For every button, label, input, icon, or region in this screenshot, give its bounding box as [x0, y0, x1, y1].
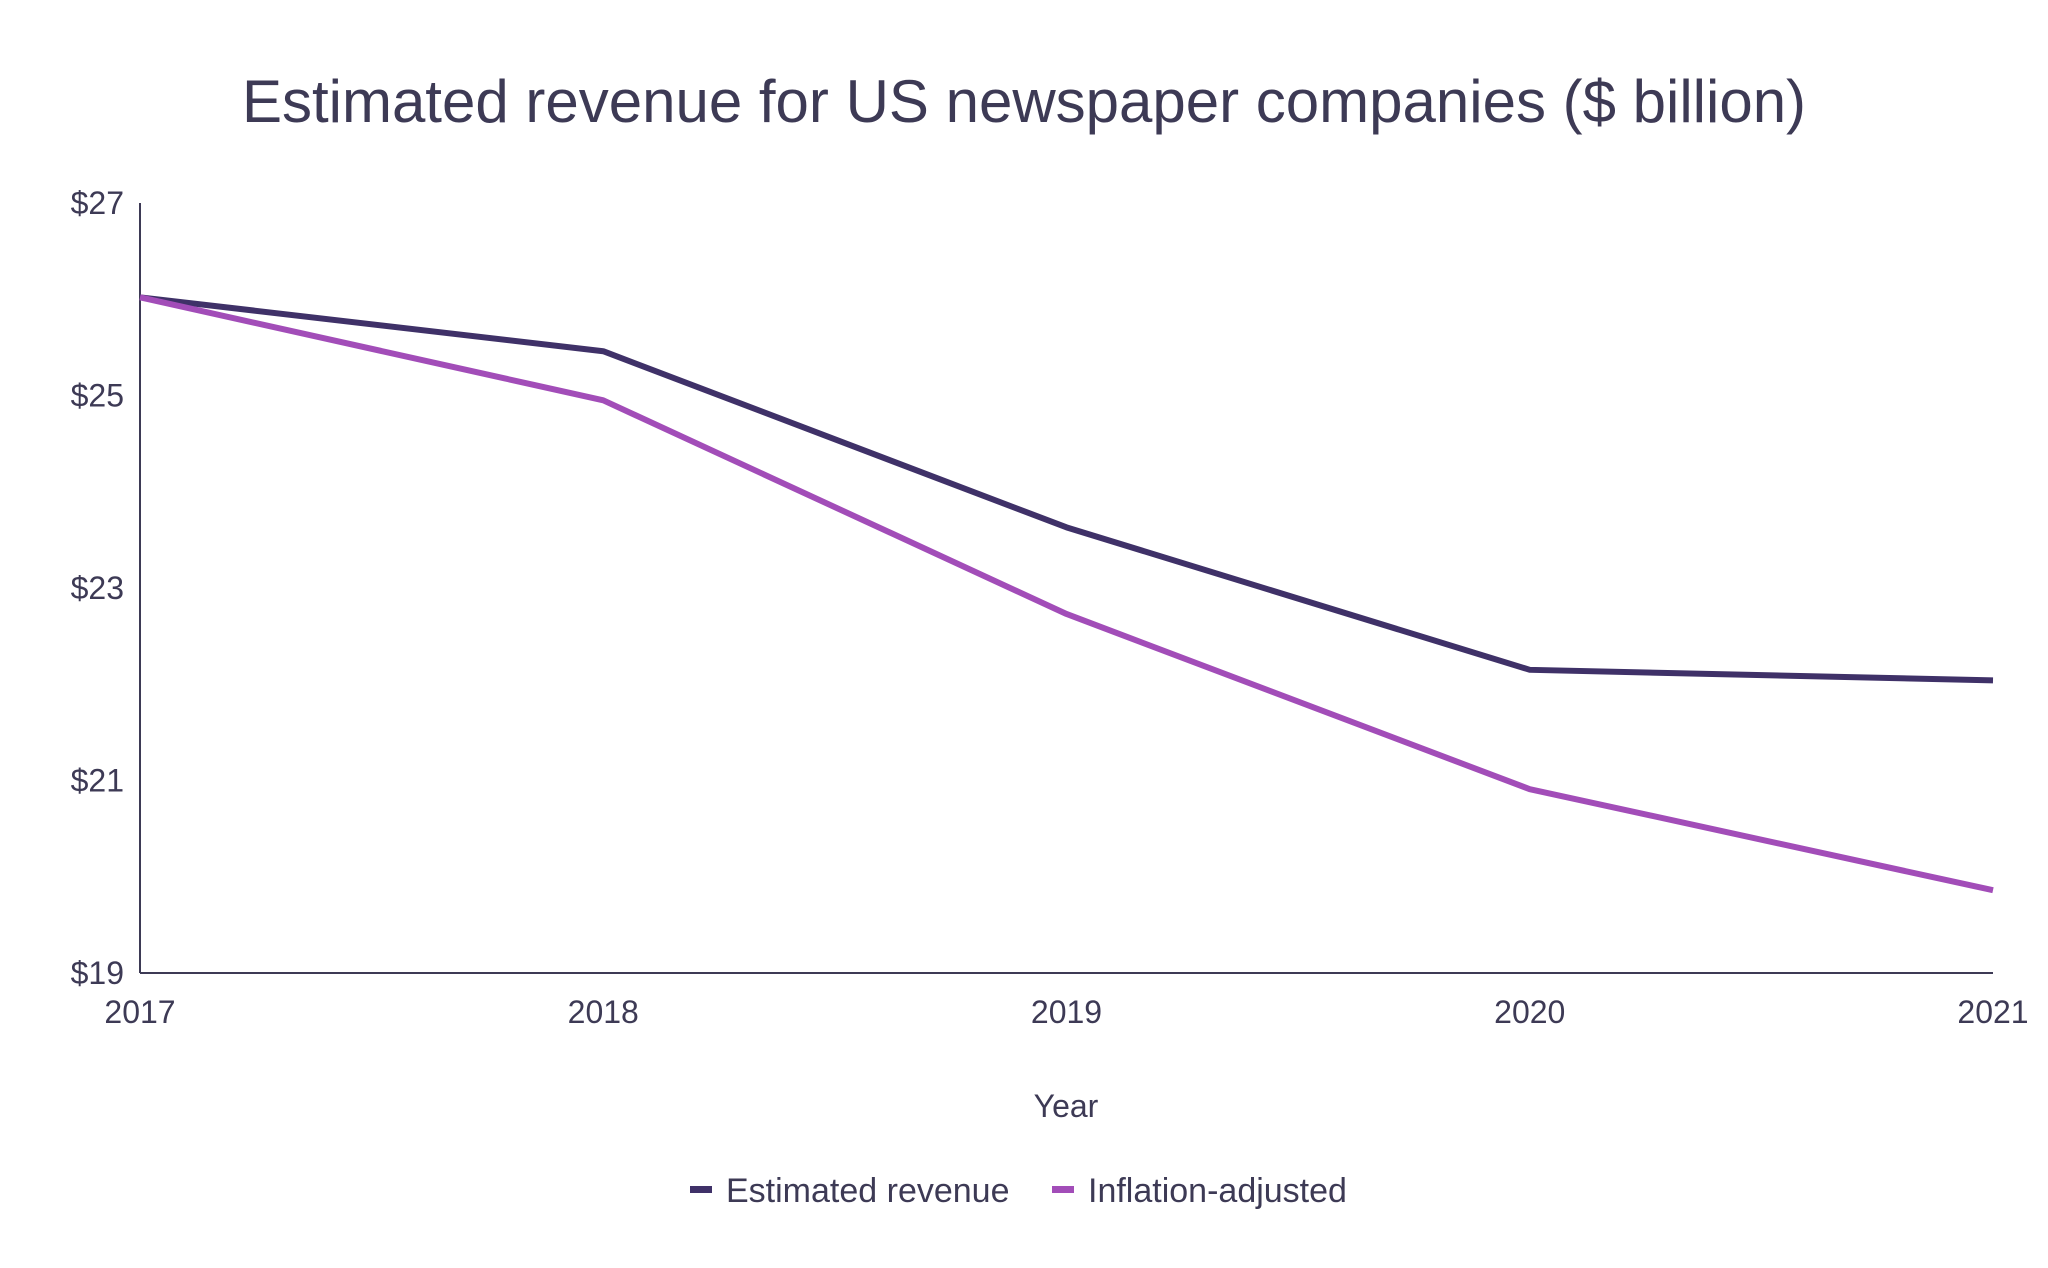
y-tick-label: $23: [71, 570, 124, 606]
x-axis-label: Year: [1034, 1088, 1099, 1124]
legend-swatch: [1052, 1186, 1074, 1193]
chart-title: Estimated revenue for US newspaper compa…: [242, 68, 1806, 135]
legend-label: Inflation-adjusted: [1088, 1172, 1347, 1210]
x-tick-label: 2018: [568, 994, 639, 1030]
x-tick-label: 2019: [1031, 994, 1102, 1030]
legend: Estimated revenue Inflation-adjusted: [690, 1172, 1347, 1210]
y-tick-label: $21: [71, 763, 124, 799]
x-tick-label: 2021: [1957, 994, 2028, 1030]
y-tick-label: $27: [71, 185, 124, 221]
y-tick-label: $19: [71, 955, 124, 991]
legend-label: Estimated revenue: [726, 1172, 1010, 1210]
x-tick-label: 2020: [1494, 994, 1565, 1030]
series-line-1: [139, 294, 1994, 684]
y-tick-label: $25: [71, 378, 124, 414]
legend-swatch: [690, 1186, 712, 1193]
x-tick-label: 2017: [104, 994, 175, 1030]
series-line-2: [139, 294, 1994, 894]
